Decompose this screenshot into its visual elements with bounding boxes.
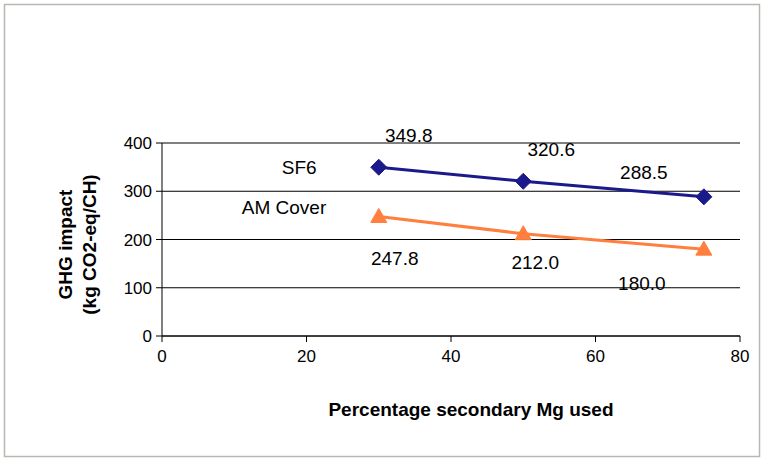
data-label: 247.8 (371, 248, 419, 269)
x-tick (595, 336, 596, 342)
x-tick-label: 0 (157, 347, 166, 366)
y-tick-label: 300 (124, 182, 152, 201)
data-label: 320.6 (527, 139, 575, 160)
y-tick (156, 239, 162, 240)
series-marker (696, 241, 712, 255)
data-label: 180.0 (618, 273, 666, 294)
chart-frame (5, 5, 760, 457)
series-group (371, 159, 712, 255)
series-marker (515, 173, 531, 189)
chart-svg: 0 100 200 300 400 0 20 40 60 80 Percentage seconda… (0, 0, 765, 464)
y-tick-label: 400 (124, 134, 152, 153)
data-label: 349.8 (385, 125, 433, 146)
y-axis (162, 143, 163, 336)
x-tick (162, 336, 163, 342)
x-tick (451, 336, 452, 342)
y-axis-label: GHG impact(kg CO2-eq/CH) (55, 174, 100, 314)
series-marker (371, 208, 387, 222)
y-axis-label-line: GHG impact (55, 189, 76, 299)
series-name: SF6 (282, 157, 317, 178)
y-tick (156, 336, 162, 337)
x-axis-label: Percentage secondary Mg used (328, 399, 613, 420)
x-tick-label: 20 (297, 347, 316, 366)
x-tick (740, 336, 741, 342)
series-marker (515, 226, 531, 240)
y-axis-label-line: (kg CO2-eq/CH) (79, 174, 100, 314)
x-tick-label: 80 (731, 347, 750, 366)
series-marker (696, 189, 712, 205)
chart-root: Sensitivity of GHG impact of CH to secon… (0, 0, 765, 464)
y-tick-label: 200 (124, 231, 152, 250)
grid-line (162, 239, 740, 240)
x-tick-label: 60 (586, 347, 605, 366)
y-tick-label: 0 (143, 327, 152, 346)
y-tick (156, 143, 162, 144)
series-marker (371, 159, 387, 175)
y-tick-label: 100 (124, 279, 152, 298)
series-line (379, 216, 704, 249)
series-name: AM Cover (242, 197, 327, 218)
grid-line (162, 143, 740, 144)
data-label: 288.5 (620, 162, 668, 183)
y-tick (156, 191, 162, 192)
x-tick (306, 336, 307, 342)
data-label: 212.0 (511, 252, 559, 273)
y-tick (156, 287, 162, 288)
x-tick-label: 40 (442, 347, 461, 366)
